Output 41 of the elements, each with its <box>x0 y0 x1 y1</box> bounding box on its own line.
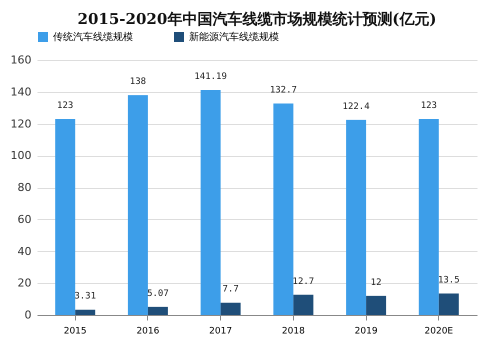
data-label: 7.7 <box>222 284 239 295</box>
bar <box>220 302 241 315</box>
y-tick-label: 140 <box>10 85 32 98</box>
data-label: 122.4 <box>342 102 370 112</box>
chart-title: 2015-2020年中国汽车线缆市场规模统计预测(亿元) <box>78 10 436 28</box>
y-tick-label: 0 <box>24 308 32 322</box>
data-label: 13.5 <box>438 275 460 286</box>
y-tick-label: 160 <box>10 54 32 66</box>
bar <box>148 306 168 315</box>
x-tick-label: 2016 <box>136 326 160 336</box>
x-tick-label: 2017 <box>209 326 232 336</box>
bar <box>346 120 366 315</box>
data-label: 123 <box>420 100 437 111</box>
bar <box>55 118 76 315</box>
data-label: 12 <box>370 278 382 288</box>
y-tick-label: 60 <box>18 212 32 226</box>
x-tick-label: 2018 <box>282 326 306 336</box>
legend-label: 传统汽车线缆规模 <box>53 31 133 43</box>
bar <box>438 293 459 315</box>
y-tick-label: 40 <box>18 244 32 258</box>
data-label: 12.7 <box>292 276 314 287</box>
data-label: 132.7 <box>270 86 297 96</box>
x-tick-label: 2015 <box>64 326 87 336</box>
bar <box>273 104 294 315</box>
bar <box>200 90 221 315</box>
legend-label: 新能源汽车线缆规模 <box>189 31 279 43</box>
bar <box>75 310 96 315</box>
data-label: 138 <box>130 77 146 88</box>
bar <box>293 294 314 315</box>
y-tick-label: 20 <box>18 276 32 290</box>
data-label: 141.19 <box>194 72 227 82</box>
bar <box>366 296 386 315</box>
data-label: 123 <box>57 100 74 111</box>
data-label: 3.31 <box>74 292 96 302</box>
x-tick-label: 2019 <box>354 326 378 336</box>
y-tick-label: 80 <box>18 181 32 194</box>
y-tick-label: 100 <box>10 149 32 162</box>
bar <box>128 95 148 315</box>
y-tick-label: 120 <box>10 117 32 130</box>
bar <box>418 118 439 315</box>
x-tick-label: 2020E <box>424 326 454 336</box>
